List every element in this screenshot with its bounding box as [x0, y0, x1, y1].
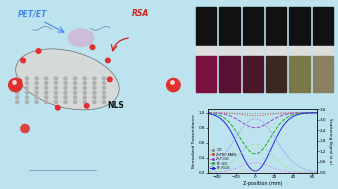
Bar: [196, 46, 216, 56]
Circle shape: [64, 86, 67, 89]
Bar: [266, 6, 287, 45]
Bar: [289, 56, 310, 92]
Circle shape: [16, 101, 19, 104]
Circle shape: [35, 91, 38, 94]
Bar: [242, 6, 263, 45]
Circle shape: [54, 96, 57, 99]
Circle shape: [35, 101, 38, 104]
Circle shape: [93, 96, 96, 99]
Circle shape: [16, 77, 19, 80]
Bar: [242, 56, 263, 92]
Circle shape: [90, 45, 95, 50]
Circle shape: [83, 86, 86, 89]
Circle shape: [102, 82, 105, 85]
Circle shape: [21, 124, 29, 133]
Bar: [266, 56, 287, 92]
Circle shape: [64, 96, 67, 99]
Circle shape: [25, 91, 28, 94]
Circle shape: [45, 101, 48, 104]
Circle shape: [54, 101, 57, 104]
Circle shape: [45, 91, 48, 94]
Circle shape: [36, 49, 41, 53]
Y-axis label: Normalized Transmittance: Normalized Transmittance: [192, 114, 196, 168]
Bar: [313, 6, 333, 45]
Circle shape: [45, 77, 48, 80]
Bar: [196, 56, 216, 92]
Bar: [266, 46, 287, 56]
Circle shape: [35, 86, 38, 89]
Circle shape: [25, 101, 28, 104]
Circle shape: [16, 91, 19, 94]
Circle shape: [64, 101, 67, 104]
Legend: GO, ZnTNP-PAES, ZnP-GO, PF-GO, PF-RGO: GO, ZnTNP-PAES, ZnP-GO, PF-GO, PF-RGO: [210, 147, 238, 171]
Circle shape: [102, 96, 105, 99]
Circle shape: [35, 77, 38, 80]
Circle shape: [54, 86, 57, 89]
Circle shape: [102, 101, 105, 104]
Circle shape: [35, 82, 38, 85]
Circle shape: [45, 86, 48, 89]
Circle shape: [105, 58, 110, 63]
Circle shape: [93, 86, 96, 89]
Circle shape: [102, 91, 105, 94]
Circle shape: [16, 96, 19, 99]
Circle shape: [9, 78, 22, 92]
Circle shape: [83, 91, 86, 94]
Circle shape: [74, 101, 77, 104]
Circle shape: [102, 86, 105, 89]
Bar: [313, 56, 333, 92]
Circle shape: [93, 91, 96, 94]
Circle shape: [55, 105, 60, 110]
Circle shape: [74, 82, 77, 85]
Circle shape: [74, 91, 77, 94]
Circle shape: [107, 77, 112, 82]
Circle shape: [45, 96, 48, 99]
Circle shape: [16, 86, 19, 89]
Ellipse shape: [16, 49, 119, 110]
Bar: [289, 46, 310, 56]
Circle shape: [25, 82, 28, 85]
Bar: [289, 6, 310, 45]
Bar: [196, 6, 216, 45]
Y-axis label: Scattering Signal (a.u): Scattering Signal (a.u): [329, 118, 333, 164]
Circle shape: [25, 86, 28, 89]
Circle shape: [83, 77, 86, 80]
Bar: [313, 46, 333, 56]
Circle shape: [25, 77, 28, 80]
Circle shape: [45, 82, 48, 85]
Circle shape: [102, 77, 105, 80]
X-axis label: Z-position (mm): Z-position (mm): [243, 181, 282, 186]
Bar: [219, 56, 240, 92]
Circle shape: [64, 82, 67, 85]
Circle shape: [54, 77, 57, 80]
Circle shape: [83, 96, 86, 99]
Circle shape: [83, 82, 86, 85]
Circle shape: [17, 79, 22, 84]
Bar: [219, 46, 240, 56]
Circle shape: [64, 77, 67, 80]
Circle shape: [93, 77, 96, 80]
Circle shape: [54, 91, 57, 94]
Text: NLS: NLS: [107, 101, 124, 110]
Circle shape: [64, 91, 67, 94]
Circle shape: [35, 96, 38, 99]
Circle shape: [167, 78, 180, 92]
Bar: [242, 46, 263, 56]
Circle shape: [74, 86, 77, 89]
Circle shape: [83, 101, 86, 104]
Circle shape: [84, 104, 89, 108]
Circle shape: [74, 96, 77, 99]
Text: PET/ET: PET/ET: [18, 9, 47, 19]
Bar: [219, 6, 240, 45]
Ellipse shape: [67, 28, 94, 47]
Circle shape: [74, 77, 77, 80]
Circle shape: [25, 96, 28, 99]
Circle shape: [16, 82, 19, 85]
Circle shape: [93, 82, 96, 85]
Circle shape: [54, 82, 57, 85]
Text: RSA: RSA: [132, 9, 149, 19]
Circle shape: [93, 101, 96, 104]
Circle shape: [21, 58, 25, 63]
